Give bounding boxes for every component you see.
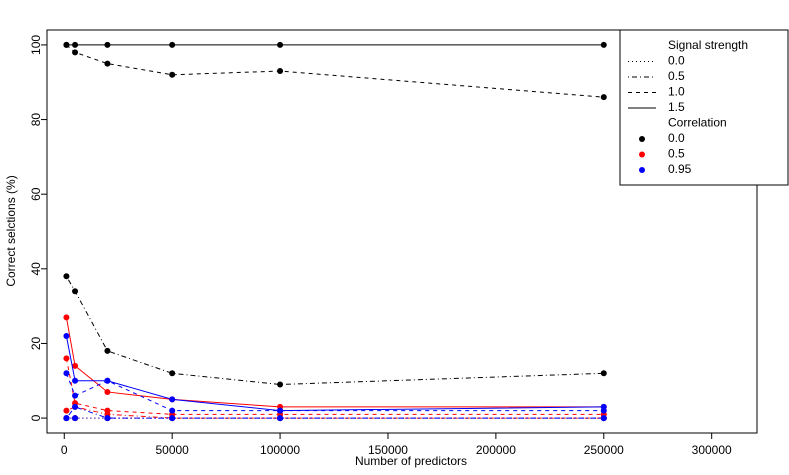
series-point (104, 377, 111, 384)
x-tick-label: 100000 (260, 443, 300, 457)
series-point (104, 407, 111, 414)
series-point (600, 41, 607, 48)
series-line (65, 373, 604, 412)
series-point (72, 403, 79, 410)
y-axis-title: Correct selctions (%) (4, 175, 18, 286)
y-tick-label: 40 (29, 262, 43, 276)
y-tick-label: 80 (29, 113, 43, 127)
legend-label: 0.5 (668, 69, 685, 83)
series-point (169, 41, 176, 48)
series-line (65, 276, 604, 385)
series-line (66, 406, 604, 419)
series-line (65, 317, 604, 408)
series-point (63, 355, 70, 362)
legend-marker (639, 136, 645, 142)
series-point (277, 407, 284, 414)
series-point (72, 415, 79, 422)
y-tick-label: 0 (29, 414, 43, 421)
series-point (104, 41, 111, 48)
series-line (66, 44, 604, 98)
x-tick-label: 150000 (368, 443, 408, 457)
series-point (72, 49, 79, 56)
series-point (277, 381, 284, 388)
series-line (65, 335, 604, 412)
series-line (66, 406, 604, 419)
legend-marker (639, 167, 645, 173)
y-tick-label: 20 (29, 336, 43, 350)
series-point (277, 68, 284, 75)
legend-label: 1.5 (668, 100, 685, 114)
x-tick-label: 0 (61, 443, 68, 457)
legend-label: 0.5 (668, 147, 685, 161)
x-tick-label: 300000 (692, 443, 732, 457)
x-tick-label: 200000 (476, 443, 516, 457)
legend-label: 1.0 (668, 85, 685, 99)
y-tick-label: 60 (29, 187, 43, 201)
series-point (72, 41, 79, 48)
series-point (63, 370, 70, 377)
series-point (600, 415, 607, 422)
x-tick-label: 250000 (584, 443, 624, 457)
series-point (104, 347, 111, 354)
series-point (600, 94, 607, 101)
legend-label: 0.95 (668, 162, 692, 176)
series-point (277, 41, 284, 48)
series-point (169, 370, 176, 377)
x-tick-label: 50000 (155, 443, 189, 457)
series-point (63, 415, 70, 422)
series-point (104, 60, 111, 67)
legend-title: Correlation (668, 116, 727, 130)
series-point (600, 370, 607, 377)
series-point (72, 288, 79, 295)
legend-marker (639, 151, 645, 158)
legend-title: Signal strength (668, 38, 748, 52)
series-point (104, 415, 111, 422)
series-point (169, 415, 176, 422)
series-line (65, 358, 604, 415)
series-point (63, 332, 70, 339)
series-point (169, 396, 176, 403)
series-point (63, 314, 70, 321)
series-point (104, 388, 111, 395)
legend-label: 0.0 (668, 54, 685, 68)
series-point (169, 71, 176, 78)
series-point (63, 407, 70, 414)
series-point (600, 403, 607, 410)
series-point (63, 41, 70, 48)
y-tick-label: 100 (29, 35, 43, 55)
legend-label: 0.0 (668, 131, 685, 145)
series-point (72, 392, 79, 399)
series-point (277, 415, 284, 422)
x-axis-title: Number of predictors (355, 454, 467, 468)
series-point (72, 362, 79, 369)
series-point (63, 273, 70, 280)
series-point (72, 377, 79, 384)
series-point (169, 407, 176, 414)
